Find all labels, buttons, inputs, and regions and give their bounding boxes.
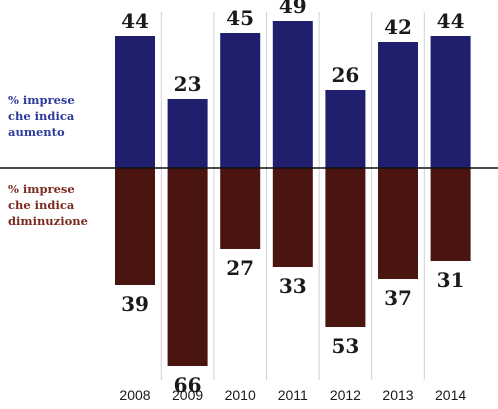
value-label-aumento-2012: 26 <box>331 63 359 87</box>
value-label-aumento-2010: 45 <box>226 6 254 30</box>
value-label-aumento-2009: 23 <box>174 72 202 96</box>
value-label-diminuzione-2012: 53 <box>331 334 359 358</box>
bar-aumento-2008 <box>115 36 155 168</box>
bar-diminuzione-2009 <box>167 168 208 366</box>
bar-diminuzione-2013 <box>378 168 418 279</box>
series-labels-group: % imprese che indica aumento % imprese che … <box>8 93 88 228</box>
bar-aumento-2011 <box>272 21 313 168</box>
year-label-2014: 2014 <box>435 387 466 403</box>
year-label-2012: 2012 <box>330 387 361 403</box>
value-label-diminuzione-2014: 31 <box>437 268 465 292</box>
value-label-diminuzione-2013: 37 <box>384 286 412 310</box>
bar-aumento-2013 <box>378 42 418 168</box>
value-label-aumento-2014: 44 <box>437 9 465 33</box>
year-label-2009: 2009 <box>172 387 203 403</box>
bar-diminuzione-2008 <box>115 168 155 285</box>
year-dividers <box>160 12 425 380</box>
value-label-diminuzione-2008: 39 <box>121 292 149 316</box>
value-label-diminuzione-2009: 66 <box>174 373 202 397</box>
year-label-2008: 2008 <box>119 387 150 403</box>
value-label-diminuzione-2010: 27 <box>226 256 254 280</box>
value-label-aumento-2011: 49 <box>279 0 307 18</box>
value-label-aumento-2008: 44 <box>121 9 149 33</box>
value-label-aumento-2013: 42 <box>384 15 412 39</box>
bars-group <box>115 21 471 366</box>
year-labels-group: 2008 2009 2010 2011 2012 2013 2014 <box>119 387 466 403</box>
bar-diminuzione-2014 <box>430 168 471 261</box>
bar-diminuzione-2010 <box>220 168 261 249</box>
bar-diminuzione-2012 <box>325 168 366 327</box>
bar-aumento-2012 <box>325 90 366 168</box>
year-label-2010: 2010 <box>225 387 256 403</box>
bar-aumento-2009 <box>167 99 208 168</box>
bar-diminuzione-2011 <box>272 168 313 267</box>
bar-aumento-2014 <box>430 36 471 168</box>
value-labels-group: 44 39 23 66 45 27 49 33 26 53 42 37 44 31 <box>121 0 465 397</box>
value-label-diminuzione-2011: 33 <box>279 274 307 298</box>
series-label-diminuzione: % imprese che indica diminuzione <box>8 182 88 228</box>
year-label-2013: 2013 <box>382 387 413 403</box>
year-label-2011: 2011 <box>278 387 308 403</box>
series-label-aumento: % imprese che indica aumento <box>8 93 75 139</box>
bar-aumento-2010 <box>220 33 261 168</box>
